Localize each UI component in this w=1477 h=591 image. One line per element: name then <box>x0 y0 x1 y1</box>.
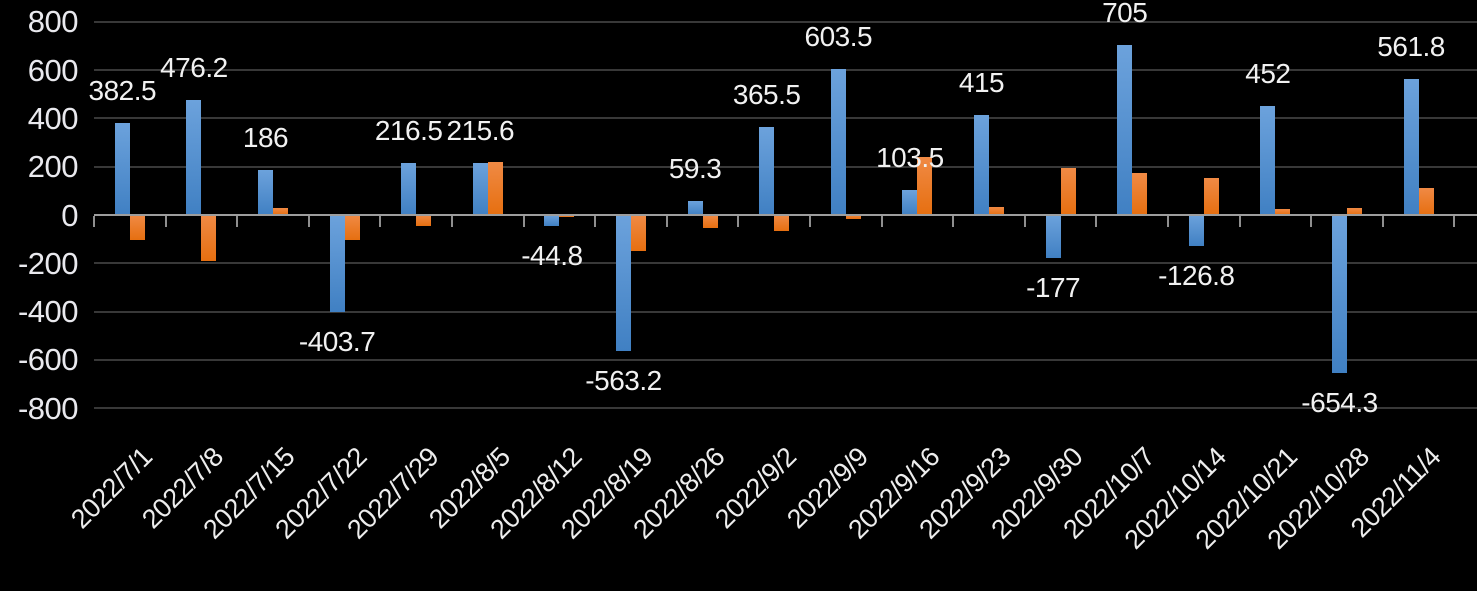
value-label: -563.2 <box>585 364 662 396</box>
x-axis-tick-mark <box>594 216 597 227</box>
gridline <box>94 69 1477 72</box>
x-axis-tick-mark <box>1023 216 1026 227</box>
orange-bar <box>1347 207 1362 215</box>
gridline <box>94 165 1477 168</box>
gridline <box>94 20 1477 23</box>
blue-bar <box>1403 79 1419 215</box>
orange-bar <box>631 215 646 251</box>
blue-bar <box>258 170 273 215</box>
gridline <box>94 407 1477 410</box>
blue-bar <box>1260 105 1276 215</box>
blue-bar <box>1045 215 1061 258</box>
x-axis-tick-mark <box>737 216 740 227</box>
gridline <box>94 310 1477 313</box>
blue-bar <box>329 215 345 313</box>
value-label: 186 <box>242 122 289 154</box>
x-axis-tick-mark <box>379 216 382 227</box>
value-label: 103.5 <box>876 142 944 174</box>
blue-bar <box>902 190 918 215</box>
blue-bar <box>1332 215 1347 373</box>
x-axis-tick-mark <box>880 216 883 227</box>
x-axis-tick-mark <box>1310 216 1313 227</box>
orange-bar <box>487 162 503 215</box>
blue-bar <box>974 114 989 215</box>
y-axis-tick-label: -400 <box>17 294 79 330</box>
x-axis-tick-mark <box>164 216 167 227</box>
orange-bar <box>1132 172 1148 215</box>
y-axis-tick-label: -800 <box>17 390 79 426</box>
value-label: 59.3 <box>668 152 722 184</box>
x-axis-line <box>94 213 1477 216</box>
y-axis-tick-label: 400 <box>27 100 79 136</box>
blue-bar <box>1117 44 1133 215</box>
x-axis-tick-mark <box>93 216 95 227</box>
orange-bar <box>1418 187 1434 215</box>
gridline <box>94 117 1477 120</box>
blue-bar <box>830 69 846 215</box>
x-axis-tick-mark <box>1238 216 1241 227</box>
value-label: 561.8 <box>1377 31 1445 63</box>
value-label: -654.3 <box>1301 386 1378 418</box>
x-axis-tick-mark <box>952 216 955 227</box>
value-label: 365.5 <box>732 78 801 110</box>
x-axis-tick-mark <box>1095 216 1098 227</box>
blue-bar <box>186 100 202 215</box>
x-axis-tick-mark <box>665 216 668 227</box>
orange-bar <box>273 207 288 215</box>
orange-bar <box>917 157 933 215</box>
gridline <box>94 358 1477 361</box>
orange-bar <box>129 215 145 241</box>
value-label: -177 <box>1026 271 1081 303</box>
blue-bar <box>401 162 417 215</box>
orange-bar <box>559 215 575 218</box>
value-label: -44.8 <box>521 239 583 271</box>
x-axis-tick-mark <box>307 216 310 227</box>
y-axis-tick-label: -600 <box>17 342 79 378</box>
blue-bar <box>616 215 631 351</box>
y-axis-tick-label: 200 <box>27 149 79 185</box>
blue-bar <box>544 215 560 226</box>
y-axis-tick-label: 800 <box>27 4 79 40</box>
x-axis-tick-mark <box>236 216 239 227</box>
x-axis-tick-mark <box>809 216 811 227</box>
value-label: 603.5 <box>804 21 873 53</box>
value-label: -126.8 <box>1158 259 1235 291</box>
value-label: -403.7 <box>298 326 376 358</box>
orange-bar <box>416 215 432 226</box>
blue-bar <box>114 122 130 215</box>
orange-bar <box>1275 208 1291 215</box>
orange-bar <box>344 215 360 241</box>
orange-bar <box>702 215 718 229</box>
value-label: 476.2 <box>160 52 228 84</box>
value-label: 705 <box>1102 0 1148 28</box>
blue-bar <box>759 126 775 215</box>
x-axis-tick-mark <box>1167 216 1169 227</box>
orange-bar <box>989 206 1004 215</box>
blue-bar <box>472 162 488 215</box>
x-axis-tick-mark <box>1453 216 1456 227</box>
y-axis-tick-label: 0 <box>61 197 78 233</box>
orange-bar <box>774 215 790 231</box>
value-label: 452 <box>1245 57 1291 89</box>
orange-bar <box>1203 177 1219 215</box>
orange-bar <box>845 215 861 219</box>
blue-bar <box>1188 215 1204 246</box>
x-axis-tick-mark <box>522 216 525 227</box>
x-axis-tick-mark <box>451 216 453 227</box>
x-axis-tick-mark <box>1381 216 1384 227</box>
blue-bar <box>687 200 703 215</box>
y-axis-tick-label: 600 <box>27 52 79 88</box>
value-label: 382.5 <box>88 74 157 106</box>
gridline <box>94 262 1477 265</box>
y-axis-tick-label: -200 <box>17 245 79 281</box>
value-label: 216.5 <box>374 114 443 146</box>
value-label: 215.6 <box>446 114 515 146</box>
orange-bar <box>201 215 217 261</box>
orange-bar <box>1060 167 1076 215</box>
value-label: 415 <box>958 66 1005 98</box>
